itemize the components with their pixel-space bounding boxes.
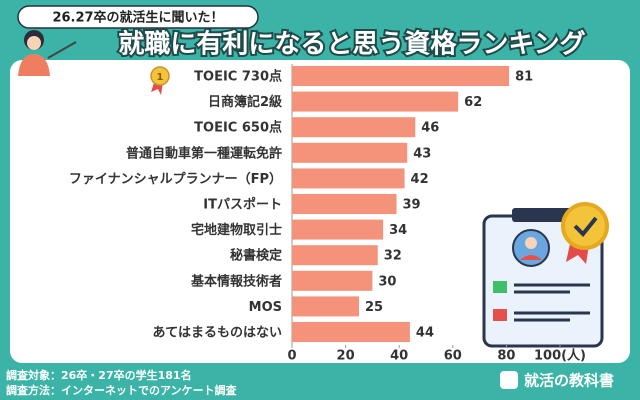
- survey-note: 調査対象：26卒・27卒の学生181名: [6, 368, 192, 382]
- brand-logo: [500, 371, 518, 389]
- subtitle: 26.27卒の就活生に聞いた！: [52, 10, 223, 26]
- category-label: あてはまるものはない: [153, 326, 282, 341]
- value-label: 81: [515, 70, 533, 85]
- value-label: 39: [403, 198, 421, 213]
- category-label: 宅地建物取引士: [191, 222, 282, 238]
- gold-medal: [150, 66, 170, 95]
- bar: [292, 245, 378, 266]
- bar: [292, 194, 397, 214]
- bar: [292, 168, 405, 189]
- value-label: 62: [464, 95, 482, 110]
- category-label: 日商簿記2級: [208, 94, 282, 110]
- value-label: 42: [411, 172, 429, 187]
- survey-note: 調査方法：インターネットでのアンケート調査: [6, 383, 237, 397]
- category-label: ファイナンシャルプランナー（FP）: [69, 171, 282, 187]
- medal-rank: 1: [157, 72, 164, 83]
- value-label: 32: [384, 249, 402, 264]
- chart-title: 就職に有利になると思う資格ランキング: [118, 29, 585, 60]
- category-label: 基本情報技術者: [190, 273, 282, 289]
- value-label: 30: [378, 274, 396, 289]
- x-tick-label: 100(人): [534, 348, 586, 364]
- value-label: 43: [413, 146, 431, 161]
- x-tick-label: 20: [337, 349, 355, 364]
- x-tick-label: 60: [444, 349, 462, 364]
- category-label: 秘書検定: [230, 248, 282, 264]
- category-label: TOEIC 650点: [194, 120, 282, 136]
- category-label: TOEIC 730点: [194, 69, 282, 85]
- value-label: 34: [389, 223, 407, 238]
- teacher-illustration: [18, 30, 77, 76]
- category-label: MOS: [249, 300, 282, 315]
- subtitle-pill: [17, 5, 259, 29]
- value-label: 46: [421, 121, 439, 136]
- brand: 就活の教科書: [524, 372, 614, 390]
- value-label: 44: [416, 326, 434, 341]
- bar: [292, 296, 359, 317]
- bar: [292, 117, 416, 138]
- bar: [292, 322, 410, 342]
- bar: [292, 270, 373, 291]
- clipboard-illustration: [482, 202, 609, 348]
- bar: [292, 91, 459, 112]
- category-label: 普通自動車第一種運転免許: [126, 145, 282, 161]
- bar: [292, 66, 510, 86]
- category-label: ITパスポート: [203, 197, 282, 213]
- bar: [292, 142, 408, 163]
- x-tick-label: 40: [390, 349, 408, 364]
- x-tick-label: 80: [497, 349, 515, 364]
- bar: [292, 219, 384, 240]
- value-label: 25: [365, 300, 383, 315]
- x-tick-label: 0: [287, 349, 296, 364]
